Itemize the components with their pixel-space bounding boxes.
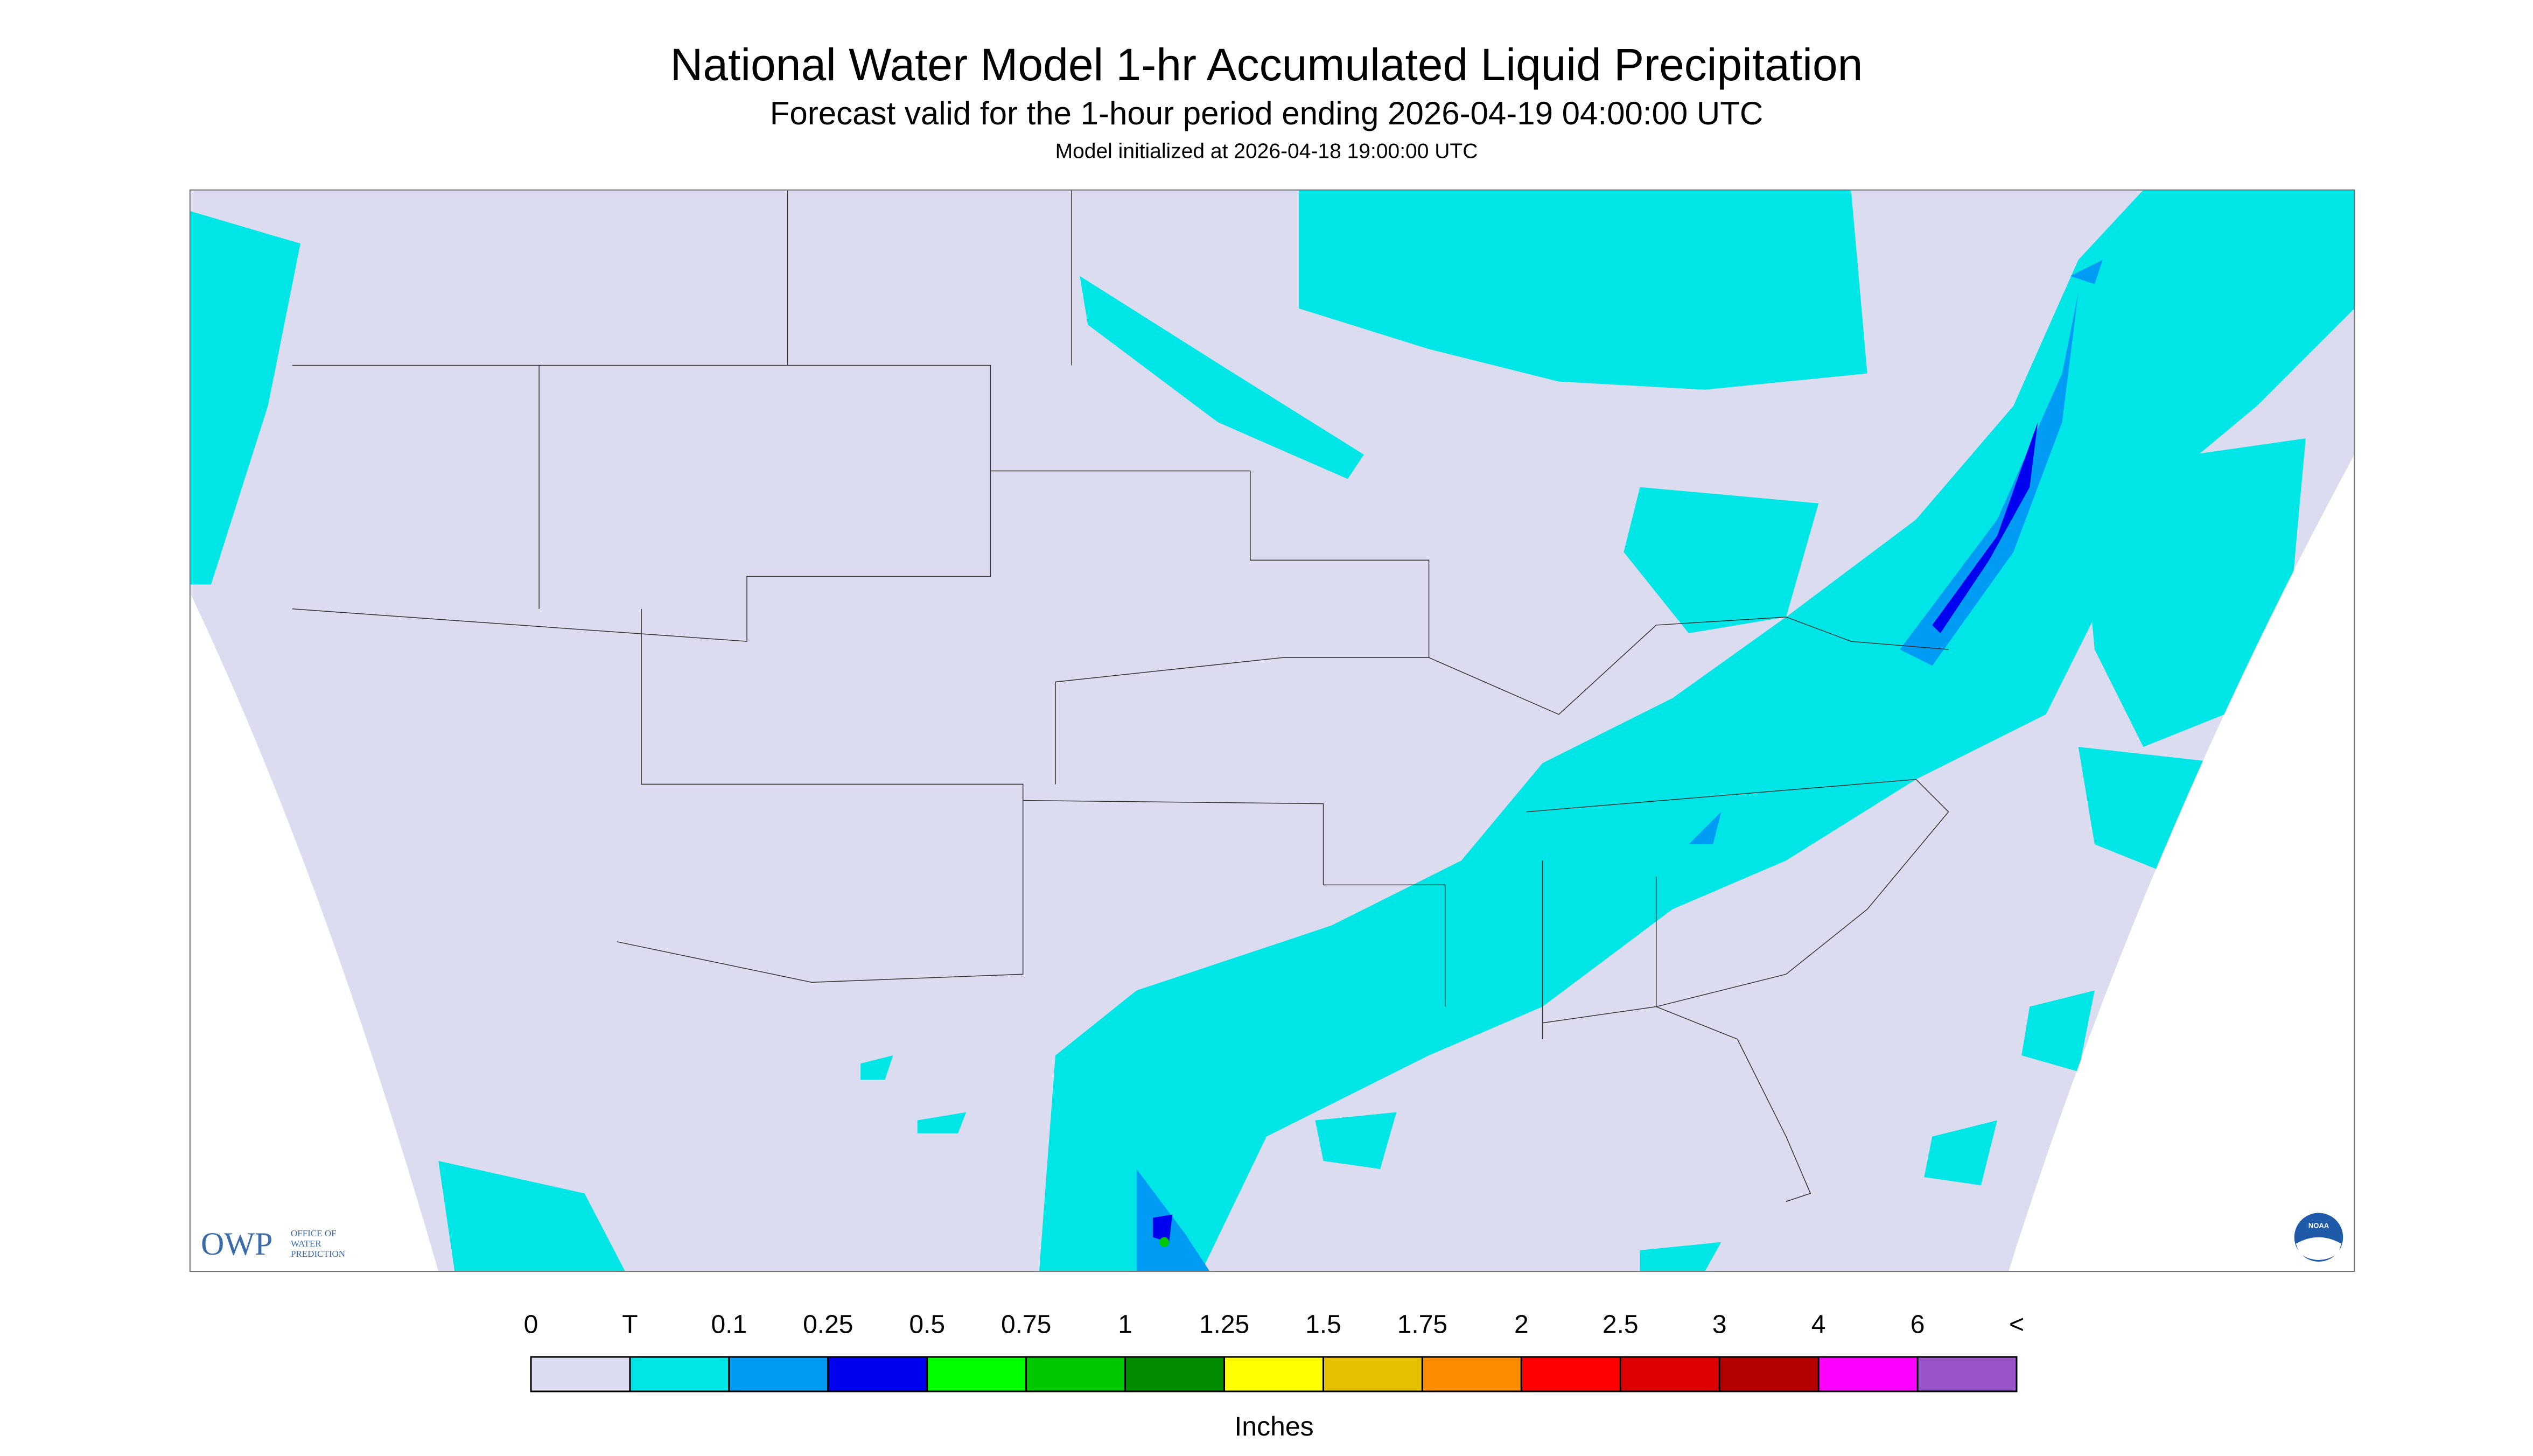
legend-label: 1 (1118, 1311, 1132, 1339)
legend-label: 0.75 (1001, 1311, 1051, 1339)
legend-swatch (1619, 1356, 1720, 1392)
legend-unit: Inches (1234, 1411, 1313, 1441)
noaa-text: NOAA (2308, 1221, 2329, 1229)
legend-swatch (629, 1356, 730, 1392)
legend-swatch (827, 1356, 928, 1392)
legend-label: 0.25 (803, 1311, 853, 1339)
legend-label: 1.25 (1199, 1311, 1249, 1339)
domain-edge-right (2009, 454, 2355, 1272)
legend-label: 1.75 (1397, 1311, 1447, 1339)
legend-swatch (728, 1356, 829, 1392)
legend-swatch (1817, 1356, 1919, 1392)
legend-label: T (622, 1311, 638, 1339)
legend-swatch (1322, 1356, 1423, 1392)
legend-swatch (1124, 1356, 1226, 1392)
legend-label: 0.5 (909, 1311, 945, 1339)
legend-label: 2.5 (1603, 1311, 1639, 1339)
map-frame (189, 189, 2355, 1272)
map-subtitle: Forecast valid for the 1-hour period end… (770, 95, 1763, 131)
legend-label: 3 (1712, 1311, 1727, 1339)
legend-swatch (926, 1356, 1027, 1392)
legend: 0 T 0.1 0.25 0.5 0.75 1 1.25 1.5 1.75 2 2.5 3 4 6 < (524, 1311, 2024, 1392)
legend-swatch (1520, 1356, 1621, 1392)
map (189, 189, 2355, 1272)
noaa-wave (2296, 1237, 2342, 1260)
precip-light (1136, 260, 2103, 1272)
owp-logo-line: OFFICE OF (291, 1228, 337, 1238)
domain-edge-left (190, 592, 439, 1272)
legend-label: 0.1 (711, 1311, 747, 1339)
map-title: National Water Model 1-hr Accumulated Li… (670, 39, 1863, 90)
precip-moderate (1152, 422, 2038, 1242)
legend-label: 1.5 (1305, 1311, 1341, 1339)
legend-label: 6 (1911, 1311, 1925, 1339)
legend-swatch (1916, 1356, 2018, 1392)
legend-label: 2 (1514, 1311, 1529, 1339)
precip-heavy (1159, 1237, 1170, 1247)
legend-label: 4 (1811, 1311, 1826, 1339)
legend-label: < (2009, 1311, 2024, 1339)
boundaries (292, 190, 1949, 1202)
owp-logo-line: PREDICTION (291, 1249, 345, 1259)
legend-swatch (530, 1356, 631, 1392)
owp-logo: OWP (201, 1226, 272, 1262)
owp-logo-line: WATER (291, 1238, 321, 1249)
legend-swatch (1718, 1356, 1820, 1392)
legend-swatch (1223, 1356, 1324, 1392)
map-note: Model initialized at 2026-04-18 19:00:00… (1055, 139, 1478, 163)
legend-swatch (1421, 1356, 1522, 1392)
legend-swatch (1025, 1356, 1126, 1392)
legend-label: 0 (524, 1311, 538, 1339)
